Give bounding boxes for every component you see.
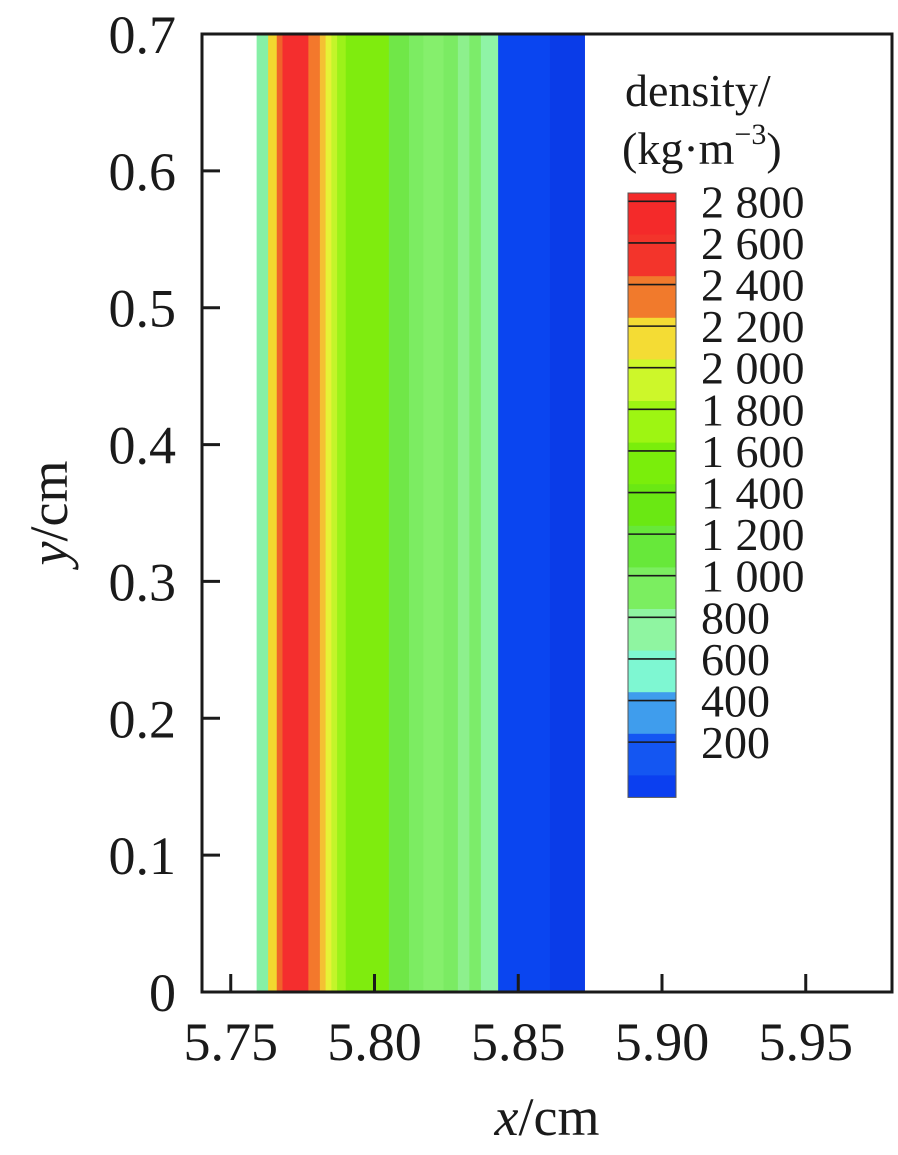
legend-label-13: 200 — [701, 717, 770, 768]
y-tick-label-1: 0.1 — [109, 826, 177, 886]
contour-band-16 — [480, 34, 499, 992]
y-axis: 0 0.1 0.2 0.3 0.4 0.5 0.6 0.7 — [109, 5, 220, 1023]
legend-label-10: 800 — [701, 592, 770, 643]
legend-swatch-7 — [628, 484, 676, 527]
legend-label-9: 1 000 — [701, 551, 805, 602]
x-tick-label-1: 5.80 — [327, 1012, 422, 1072]
legend-label-1: 2 600 — [701, 218, 805, 269]
legend-label-7: 1 400 — [701, 468, 805, 519]
x-tick-label-3: 5.90 — [615, 1012, 710, 1072]
contour-bands — [256, 34, 585, 992]
contour-band-8 — [337, 34, 347, 992]
legend-label-12: 400 — [701, 676, 770, 727]
legend-label-0: 2 800 — [701, 176, 805, 227]
legend-label-4: 2 000 — [701, 343, 805, 394]
y-tick-label-5: 0.5 — [109, 279, 177, 339]
contour-band-5 — [319, 34, 327, 992]
x-tick-label-2: 5.85 — [471, 1012, 566, 1072]
contour-band-17 — [498, 34, 551, 992]
legend-swatch-10 — [628, 609, 676, 652]
legend-colorbar-border — [627, 192, 677, 798]
legend-label-6: 1 600 — [701, 426, 805, 477]
y-tick-label-7: 0.7 — [109, 5, 177, 65]
contour-band-13 — [443, 34, 459, 992]
legend-swatch-9 — [628, 567, 676, 610]
legend-title-close: ) — [766, 123, 781, 174]
legend-label-11: 600 — [701, 634, 770, 685]
contour-band-1 — [268, 34, 278, 992]
contour-band-10 — [388, 34, 410, 992]
x-axis-unit: /cm — [518, 1087, 599, 1147]
contour-band-0 — [256, 34, 269, 992]
legend-swatch-13 — [628, 733, 676, 776]
legend-colorbar — [627, 192, 677, 798]
y-tick-label-0: 0 — [149, 963, 176, 1023]
y-tick-label-6: 0.6 — [109, 142, 177, 202]
y-axis-unit: /cm — [19, 461, 79, 542]
legend-swatch-bottom — [628, 775, 676, 798]
contour-band-9 — [345, 34, 390, 992]
legend-swatch-1 — [628, 234, 676, 277]
x-axis-variable: x — [494, 1087, 519, 1147]
plot-frame — [200, 32, 894, 994]
y-tick-label-4: 0.4 — [109, 416, 177, 476]
legend-label-5: 1 800 — [701, 384, 805, 435]
y-axis-title: y/cm — [19, 461, 79, 571]
y-tick-label-3: 0.3 — [109, 552, 177, 612]
legend-swatch-2 — [628, 276, 676, 319]
legend-title-line1: density/ — [625, 65, 771, 116]
contour-band-7 — [331, 34, 338, 992]
legend-swatch-0 — [628, 193, 676, 236]
contour-band-2 — [276, 34, 284, 992]
legend-swatch-11 — [628, 650, 676, 693]
legend-swatch-12 — [628, 692, 676, 735]
contour-band-3 — [282, 34, 309, 992]
legend-title-line2: (kg·m−3) — [622, 118, 782, 174]
contour-band-6 — [325, 34, 332, 992]
x-tick-label-0: 5.75 — [184, 1012, 279, 1072]
y-axis-variable: y — [19, 541, 79, 570]
contour-band-11 — [409, 34, 424, 992]
legend-swatch-4 — [628, 359, 676, 402]
legend-swatch-6 — [628, 442, 676, 485]
legend-swatch-8 — [628, 525, 676, 568]
contour-band-15 — [469, 34, 482, 992]
legend-label-3: 2 200 — [701, 301, 805, 352]
legend-title-exponent: −3 — [734, 118, 766, 151]
legend-label-2: 2 400 — [701, 260, 805, 311]
x-axis-title: x/cm — [494, 1087, 600, 1147]
legend-label-8: 1 200 — [701, 509, 805, 560]
x-tick-label-4: 5.95 — [759, 1012, 854, 1072]
legend-swatch-3 — [628, 317, 676, 360]
contour-band-18 — [549, 34, 585, 992]
contour-band-4 — [308, 34, 321, 992]
y-tick-label-2: 0.2 — [109, 689, 177, 749]
legend-swatch-5 — [628, 401, 676, 444]
contour-band-12 — [423, 34, 445, 992]
x-axis: 5.75 5.80 5.85 5.90 5.95 — [184, 974, 854, 1072]
contour-band-14 — [457, 34, 470, 992]
legend-title-unit: (kg·m — [622, 123, 735, 174]
